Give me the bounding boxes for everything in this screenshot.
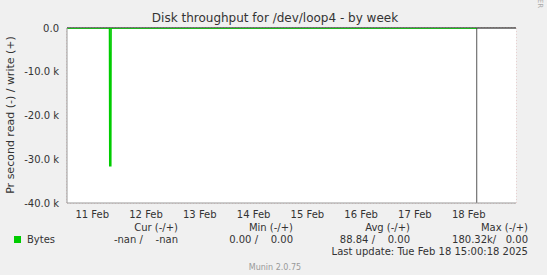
svg-text:-10.0 k: -10.0 k [24,66,59,77]
svg-text:16 Feb: 16 Feb [344,209,378,220]
svg-text:0.0: 0.0 [43,23,59,34]
svg-text:180.32k/ 0.00: 180.32k/ 0.00 [452,234,528,245]
svg-text:14 Feb: 14 Feb [237,209,271,220]
svg-text:Last update: Tue Feb 18 15:00:: Last update: Tue Feb 18 15:00:18 2025 [332,246,528,257]
svg-text:-40.0 k: -40.0 k [24,198,59,209]
svg-text:-20.0 k: -20.0 k [24,110,59,121]
svg-text:Disk throughput for /dev/loop4: Disk throughput for /dev/loop4 - by week [152,11,398,25]
svg-text:Cur (-/+): Cur (-/+) [134,222,178,233]
svg-text:0.00 / 0.00: 0.00 / 0.00 [229,234,293,245]
svg-text:12 Feb: 12 Feb [129,209,163,220]
svg-text:18 Feb: 18 Feb [452,209,486,220]
svg-text:13 Feb: 13 Feb [183,209,217,220]
svg-text:88.84 / 0.00: 88.84 / 0.00 [340,234,410,245]
svg-text:Pr second read (-) / write (+): Pr second read (-) / write (+) [8,36,17,194]
svg-text:Min (-/+): Min (-/+) [249,222,293,233]
svg-text:17 Feb: 17 Feb [398,209,432,220]
svg-text:11 Feb: 11 Feb [75,209,109,220]
svg-text:15 Feb: 15 Feb [291,209,325,220]
svg-text:Munin 2.0.75: Munin 2.0.75 [249,263,301,272]
svg-text:-nan / -nan: -nan / -nan [114,234,178,245]
svg-text:-30.0 k: -30.0 k [24,154,59,165]
svg-text:Avg (-/+): Avg (-/+) [365,222,410,233]
svg-text:Max (-/+): Max (-/+) [481,222,528,233]
svg-text:Bytes: Bytes [27,234,55,245]
svg-text:RRDTOOL / TOBI OETIKER: RRDTOOL / TOBI OETIKER [536,0,539,8]
